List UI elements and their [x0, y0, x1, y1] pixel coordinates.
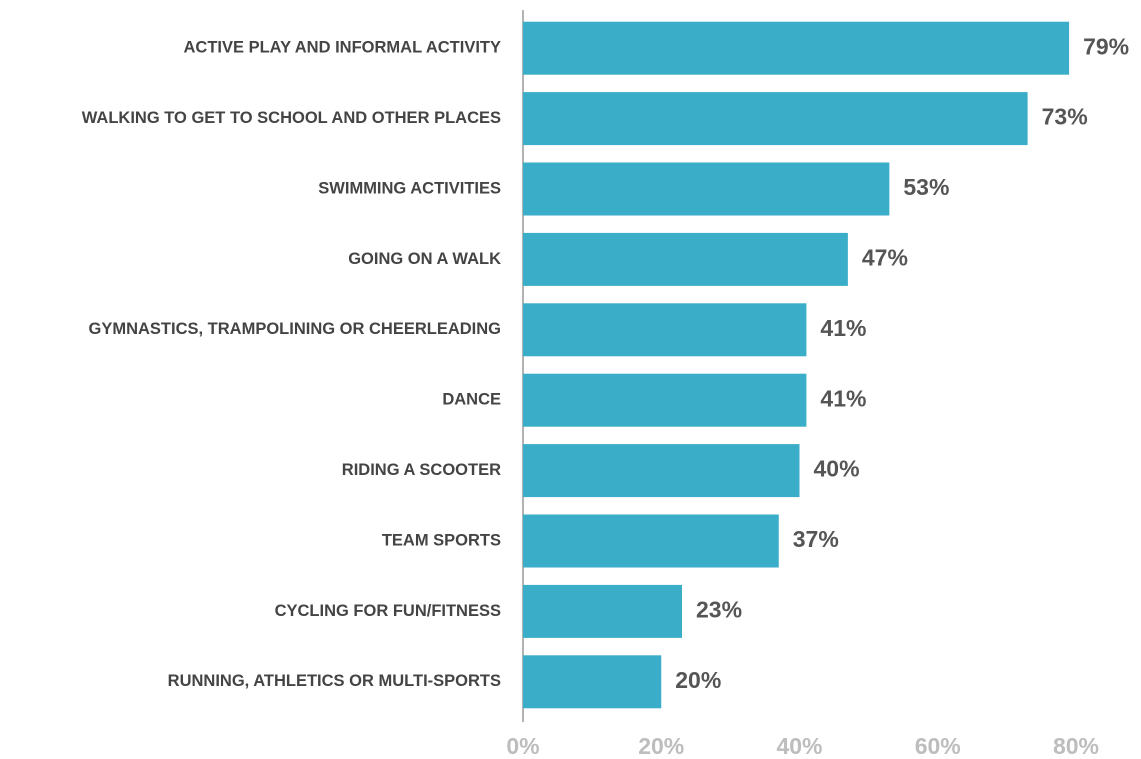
value-label: 79% — [1083, 33, 1129, 59]
bar — [523, 21, 1070, 75]
category-label: GYMNASTICS, TRAMPOLINING OR CHEERLEADING — [88, 320, 501, 338]
category-label: RIDING A SCOOTER — [342, 461, 501, 479]
value-label: 40% — [814, 456, 860, 482]
bar — [523, 444, 800, 498]
value-label: 73% — [1042, 104, 1088, 130]
x-tick-label: 60% — [915, 733, 961, 759]
category-label: RUNNING, ATHLETICS OR MULTI-SPORTS — [168, 672, 501, 690]
bar — [523, 584, 682, 638]
x-tick-label: 0% — [506, 733, 539, 759]
category-label: CYCLING FOR FUN/FITNESS — [275, 602, 501, 620]
value-label: 41% — [820, 315, 866, 341]
bar — [523, 92, 1028, 146]
x-tick-label: 40% — [776, 733, 822, 759]
bar — [523, 514, 779, 568]
x-tick-label: 20% — [638, 733, 684, 759]
bar — [523, 655, 662, 709]
value-label: 53% — [903, 174, 949, 200]
category-label: DANCE — [442, 391, 501, 409]
category-label: WALKING TO GET TO SCHOOL AND OTHER PLACE… — [82, 109, 501, 127]
bar — [523, 232, 848, 286]
value-label: 20% — [675, 667, 721, 693]
bar — [523, 303, 807, 357]
x-tick-label: 80% — [1053, 733, 1099, 759]
bar — [523, 162, 890, 216]
bar — [523, 373, 807, 427]
value-label: 37% — [793, 526, 839, 552]
value-label: 41% — [820, 385, 866, 411]
category-label: TEAM SPORTS — [382, 531, 501, 549]
value-label: 23% — [696, 596, 742, 622]
category-label: SWIMMING ACTIVITIES — [318, 179, 501, 197]
value-label: 47% — [862, 244, 908, 270]
category-label: ACTIVE PLAY AND INFORMAL ACTIVITY — [184, 39, 502, 57]
category-label: GOING ON A WALK — [348, 250, 501, 268]
